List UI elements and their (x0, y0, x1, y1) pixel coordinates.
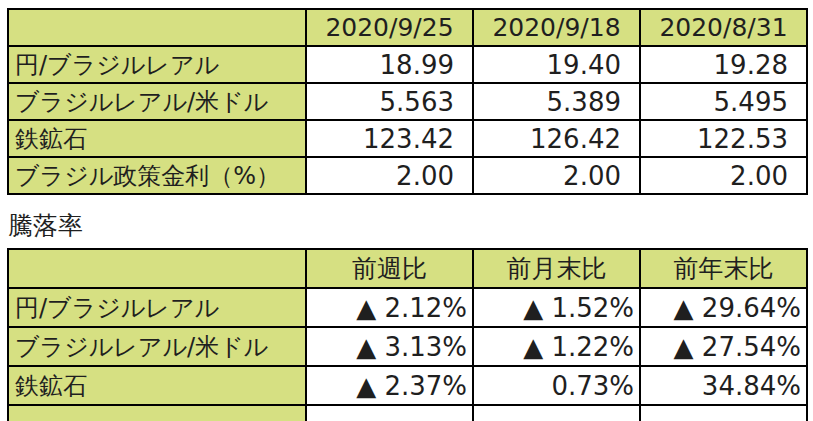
value-cell: ▲ 27.54% (640, 327, 807, 366)
value-cell: 123.42 (306, 120, 473, 157)
clipped-cell (640, 405, 807, 421)
value-cell: 5.495 (640, 83, 807, 120)
value-cell: 2.00 (306, 157, 473, 194)
table-row: ブラジルレアル/米ドル 5.563 5.389 5.495 (8, 83, 807, 120)
value-cell: 0.73% (473, 366, 640, 405)
row-label: 円/ブラジルレアル (8, 288, 306, 327)
row-label: ブラジルレアル/米ドル (8, 327, 306, 366)
clipped-cell (8, 405, 306, 421)
value-cell: 19.40 (473, 46, 640, 83)
value-cell: 2.00 (473, 157, 640, 194)
clipped-row (8, 405, 807, 421)
value-cell: ▲ 2.12% (306, 288, 473, 327)
change-table: 前週比 前月末比 前年末比 円/ブラジルレアル ▲ 2.12% ▲ 1.52% … (7, 248, 808, 421)
value-cell: ▲ 29.64% (640, 288, 807, 327)
value-cell: ▲ 2.37% (306, 366, 473, 405)
change-header-row: 前週比 前月末比 前年末比 (8, 249, 807, 288)
value-cell: 18.99 (306, 46, 473, 83)
clipped-cell (306, 405, 473, 421)
table-row: 鉄鉱石 ▲ 2.37% 0.73% 34.84% (8, 366, 807, 405)
value-cell: 126.42 (473, 120, 640, 157)
change-col-header: 前月末比 (473, 249, 640, 288)
section-label: 騰落率 (8, 211, 83, 241)
table-row: ブラジル政策金利（%） 2.00 2.00 2.00 (8, 157, 807, 194)
value-cell: 5.389 (473, 83, 640, 120)
levels-date-header: 2020/9/18 (473, 9, 640, 46)
value-cell: ▲ 1.52% (473, 288, 640, 327)
value-cell: ▲ 1.22% (473, 327, 640, 366)
value-cell: 5.563 (306, 83, 473, 120)
change-col-header: 前週比 (306, 249, 473, 288)
value-cell: 122.53 (640, 120, 807, 157)
row-label: ブラジル政策金利（%） (8, 157, 306, 194)
levels-date-header: 2020/9/25 (306, 9, 473, 46)
clipped-cell (473, 405, 640, 421)
value-cell: 34.84% (640, 366, 807, 405)
levels-table: 2020/9/25 2020/9/18 2020/8/31 円/ブラジルレアル … (7, 8, 808, 195)
value-cell: 19.28 (640, 46, 807, 83)
report-page: 2020/9/25 2020/9/18 2020/8/31 円/ブラジルレアル … (0, 0, 813, 421)
row-label: 円/ブラジルレアル (8, 46, 306, 83)
value-cell: ▲ 3.13% (306, 327, 473, 366)
row-label: ブラジルレアル/米ドル (8, 83, 306, 120)
row-label: 鉄鉱石 (8, 366, 306, 405)
table-row: 鉄鉱石 123.42 126.42 122.53 (8, 120, 807, 157)
table-row: ブラジルレアル/米ドル ▲ 3.13% ▲ 1.22% ▲ 27.54% (8, 327, 807, 366)
value-cell: 2.00 (640, 157, 807, 194)
change-col-header: 前年末比 (640, 249, 807, 288)
levels-date-header: 2020/8/31 (640, 9, 807, 46)
row-label: 鉄鉱石 (8, 120, 306, 157)
change-corner-cell (8, 249, 306, 288)
levels-corner-cell (8, 9, 306, 46)
levels-header-row: 2020/9/25 2020/9/18 2020/8/31 (8, 9, 807, 46)
table-row: 円/ブラジルレアル ▲ 2.12% ▲ 1.52% ▲ 29.64% (8, 288, 807, 327)
table-row: 円/ブラジルレアル 18.99 19.40 19.28 (8, 46, 807, 83)
